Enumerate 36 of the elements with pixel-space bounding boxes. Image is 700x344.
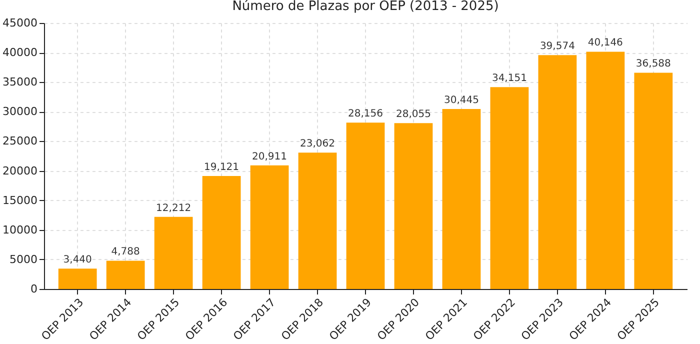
data-label: 30,445: [444, 95, 479, 106]
bar: [106, 260, 145, 289]
y-tick-label: 5000: [10, 252, 38, 266]
data-label: 34,151: [492, 73, 527, 84]
bar: [538, 55, 577, 289]
data-label: 3,440: [63, 254, 92, 266]
bar: [442, 109, 481, 289]
bar: [250, 165, 289, 289]
bar: [298, 152, 337, 289]
bar: [586, 52, 625, 289]
data-label: 23,062: [300, 138, 336, 150]
y-tick-label: 30000: [2, 105, 38, 118]
data-label: 39,574: [540, 41, 575, 52]
data-label: 36,588: [636, 58, 671, 70]
bar: [490, 87, 529, 289]
data-label: 19,121: [204, 162, 240, 173]
y-tick-label: 25000: [2, 134, 38, 148]
y-tick-label: 0: [30, 282, 38, 296]
data-label: 28,055: [396, 109, 431, 120]
y-tick-label: 10000: [2, 223, 38, 236]
y-tick-label: 35000: [2, 76, 38, 89]
data-label: 28,156: [348, 108, 383, 120]
bar: [154, 216, 193, 289]
bar: [346, 122, 385, 289]
bar: [202, 176, 241, 289]
bar: [634, 72, 673, 289]
data-label: 12,212: [156, 202, 192, 214]
data-label: 20,911: [252, 151, 288, 162]
y-tick-label: 40000: [2, 46, 38, 60]
y-tick-label: 20000: [2, 164, 38, 178]
y-tick-label: 45000: [2, 16, 38, 30]
bar: [58, 268, 97, 289]
data-label: 4,788: [111, 246, 140, 258]
bar: [394, 123, 433, 289]
y-tick-label: 15000: [2, 194, 38, 207]
data-label: 40,146: [588, 38, 623, 49]
